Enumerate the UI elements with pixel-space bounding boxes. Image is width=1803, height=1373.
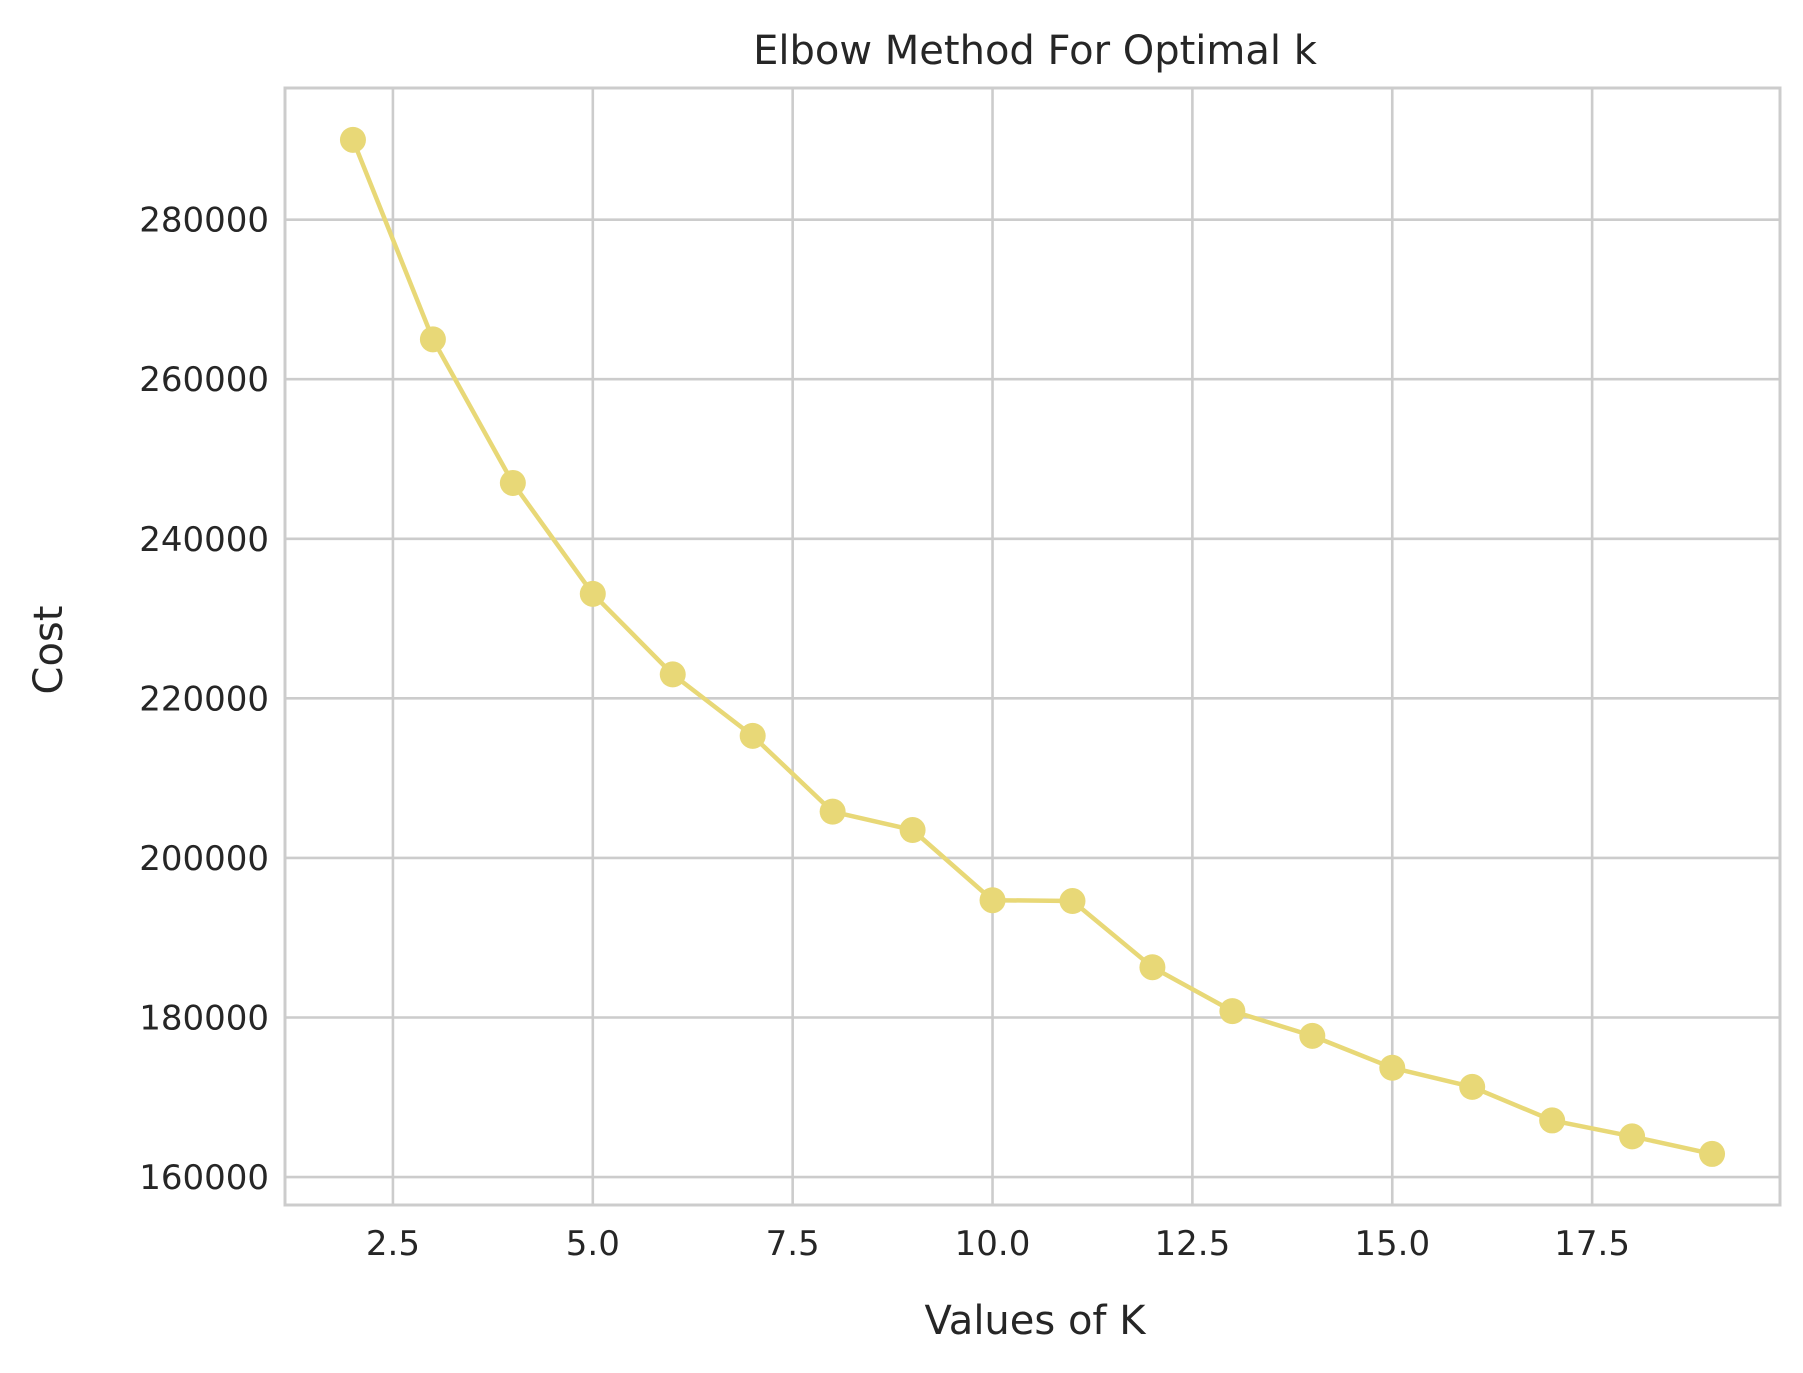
tick-labels: 2.5 5.0 7.5 10.0 12.5 15.0 17.5 160000 180000 200… <box>139 201 1630 1264</box>
x-tick-label: 15.0 <box>1354 1224 1430 1264</box>
data-point <box>1219 998 1246 1025</box>
data-point <box>1299 1022 1326 1049</box>
data-point <box>1139 954 1166 981</box>
grid <box>285 88 1780 1205</box>
data-point <box>1059 888 1086 915</box>
x-tick-label: 7.5 <box>766 1224 820 1264</box>
y-tick-label: 280000 <box>139 201 269 241</box>
plot-frame <box>283 86 1782 1207</box>
data-point <box>979 887 1006 914</box>
data-point <box>1539 1107 1566 1134</box>
chart-title: Elbow Method For Optimal k <box>753 28 1318 74</box>
data-point <box>659 661 686 688</box>
data-point <box>499 469 526 496</box>
x-tick-label: 5.0 <box>566 1224 620 1264</box>
x-tick-label: 10.0 <box>955 1224 1031 1264</box>
x-tick-label: 17.5 <box>1554 1224 1630 1264</box>
y-tick-label: 180000 <box>139 999 269 1039</box>
data-point <box>1379 1054 1406 1081</box>
data-point <box>339 126 366 153</box>
data-point <box>1459 1073 1486 1100</box>
y-axis-title: Cost <box>26 606 72 695</box>
y-tick-label: 260000 <box>139 360 269 400</box>
data-point <box>1619 1123 1646 1150</box>
y-tick-label: 240000 <box>139 520 269 560</box>
data-point <box>899 817 926 844</box>
data-point <box>579 580 606 607</box>
y-tick-label: 160000 <box>139 1158 269 1198</box>
x-tick-label: 2.5 <box>366 1224 420 1264</box>
x-tick-label: 12.5 <box>1155 1224 1231 1264</box>
data-point <box>1699 1140 1726 1167</box>
data-point <box>739 722 766 749</box>
y-tick-label: 220000 <box>139 679 269 719</box>
x-axis-title: Values of K <box>925 1298 1148 1344</box>
series-layer <box>339 126 1726 1167</box>
y-tick-label: 200000 <box>139 839 269 879</box>
series-line <box>350 137 1715 1157</box>
data-point <box>819 798 846 825</box>
data-point <box>419 326 446 353</box>
